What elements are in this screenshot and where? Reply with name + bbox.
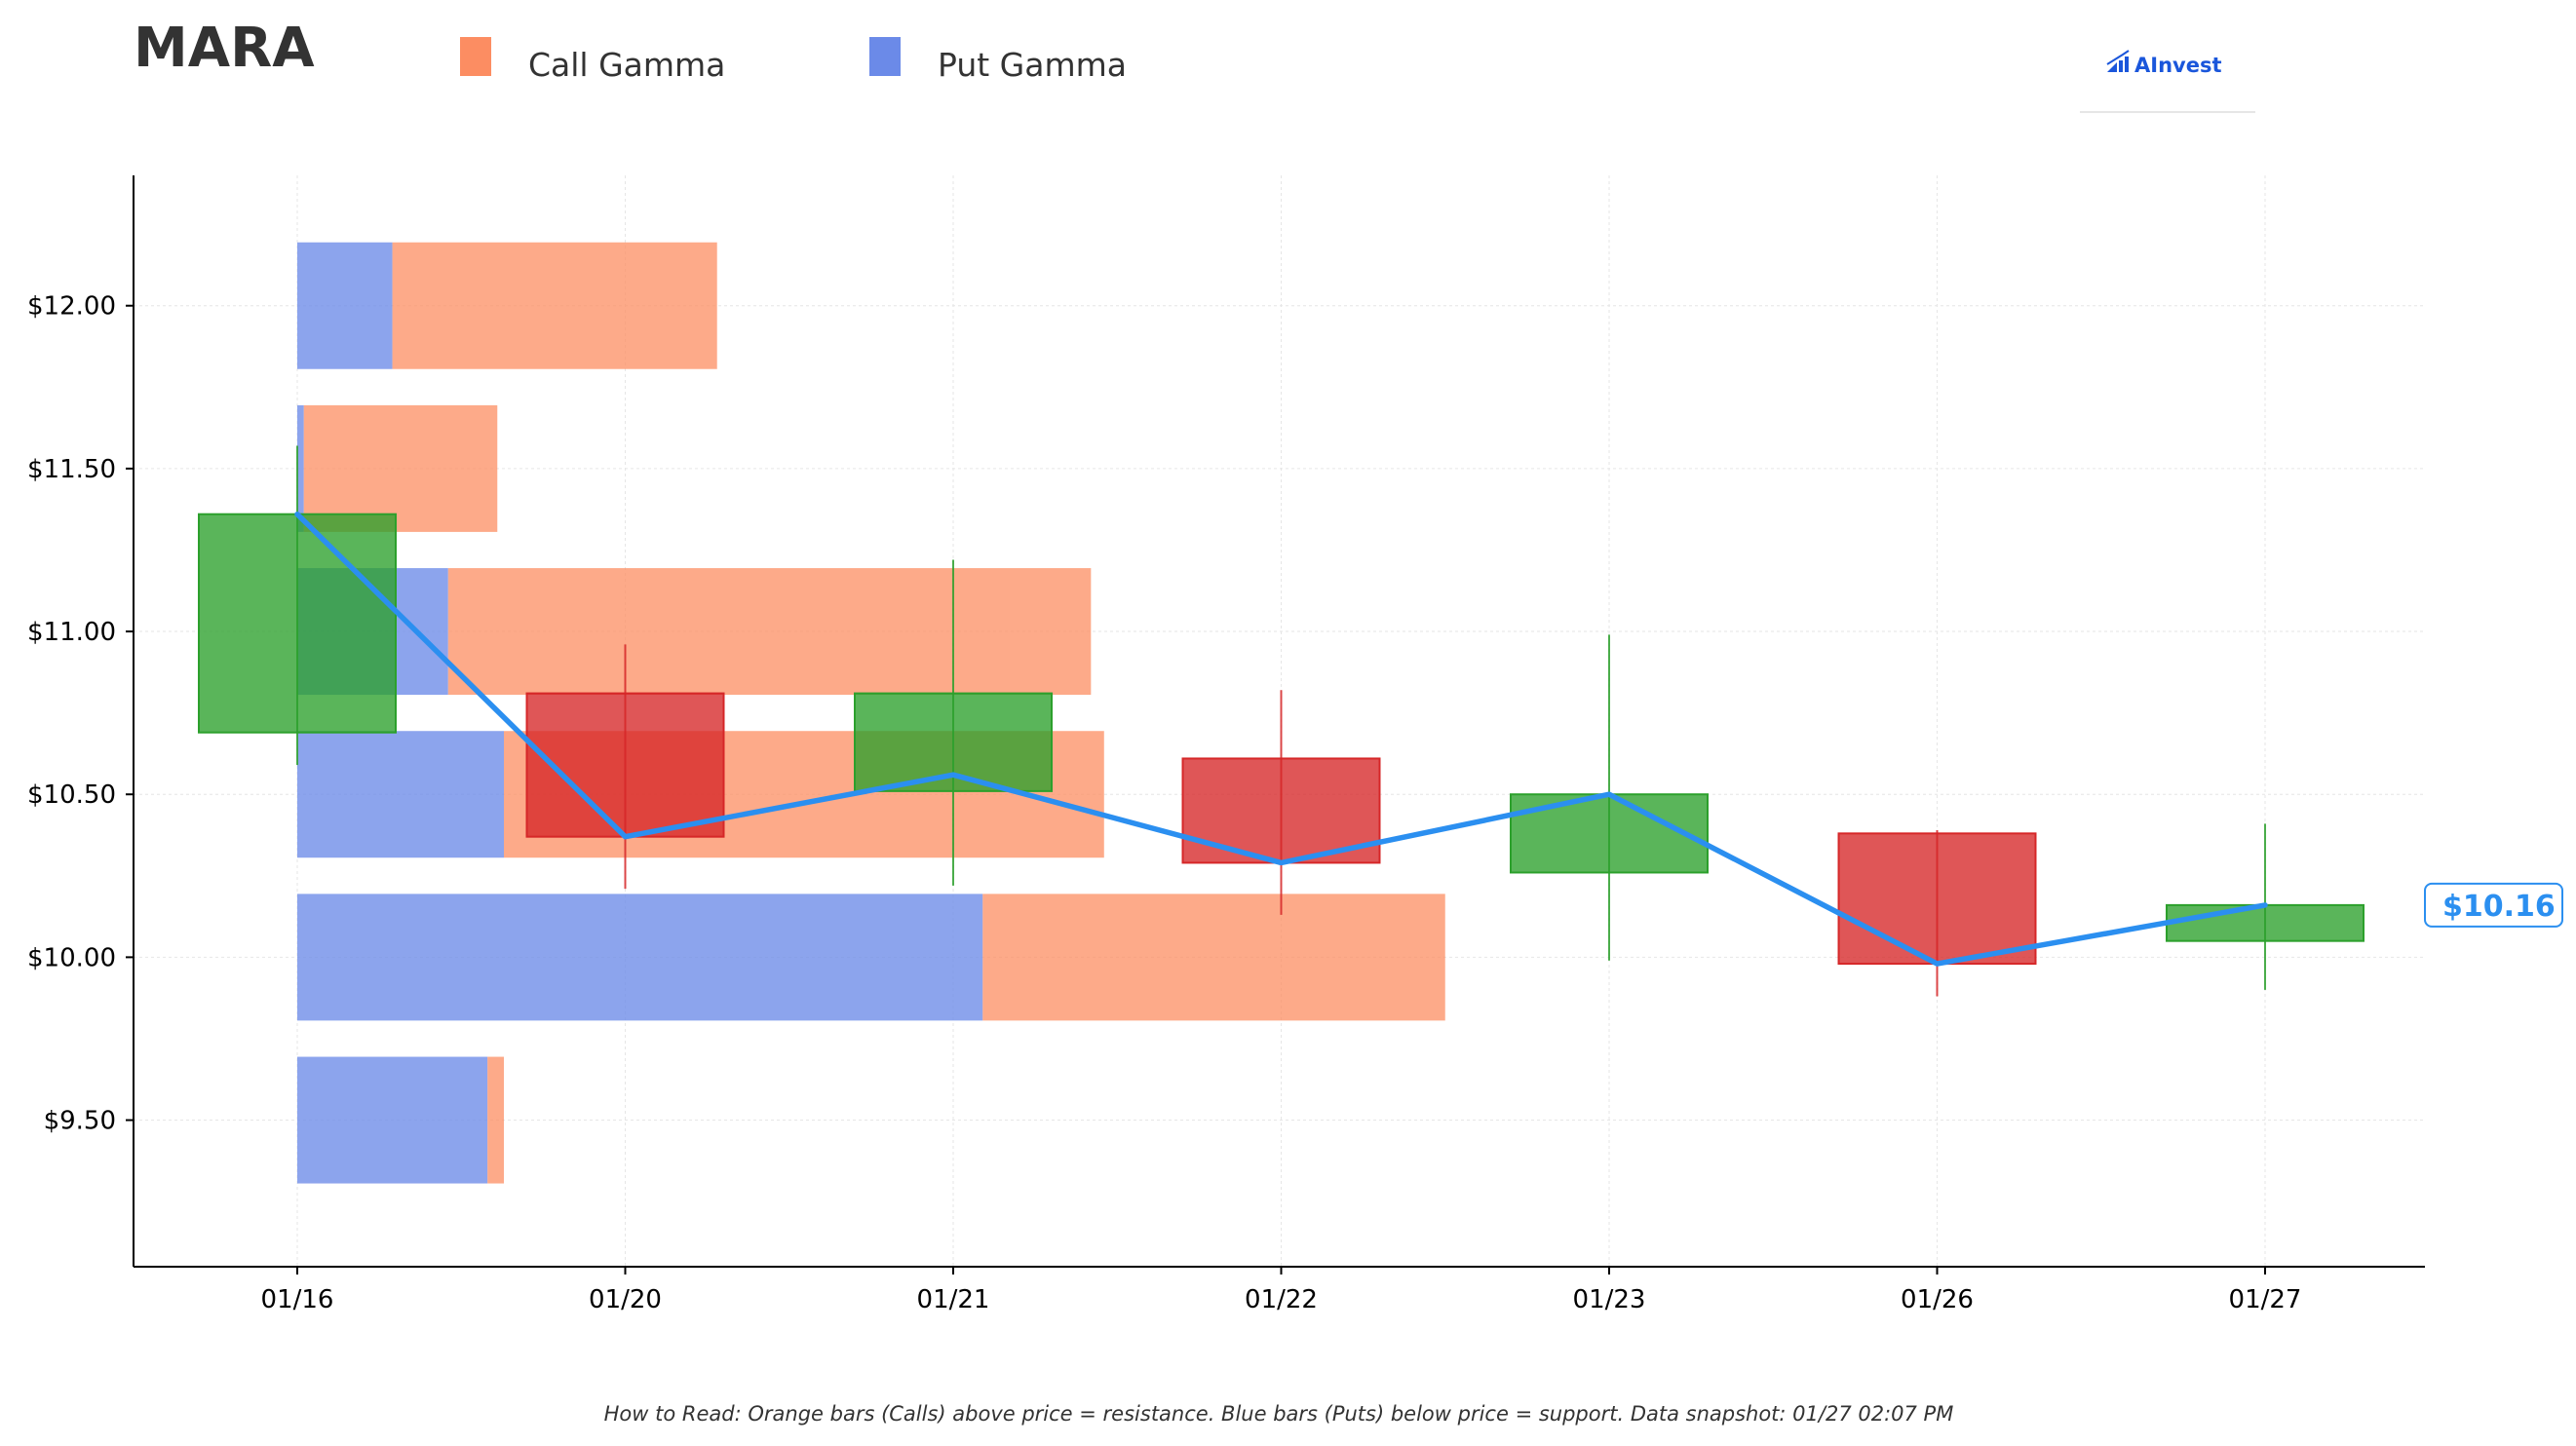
x-tick-label-2: 01/21 [917,1285,990,1314]
put-gamma-bar-3 [297,731,504,858]
gamma-bars [297,242,1445,1184]
legend-label-put: Put Gamma [938,46,1127,84]
chart-title: MARA [134,17,315,80]
put-gamma-bar-1 [297,404,304,532]
axes: $9.50 $10.00 $10.50 $11.00 $11.50 $12.00 01/16… [27,175,2425,1314]
legend-swatch-call [460,37,491,76]
candle-body-0 [198,513,397,734]
last-price-tag: $10.16 [2424,882,2563,928]
x-tick-label-1: 01/20 [589,1285,662,1314]
legend-swatch-put [869,37,901,76]
last-price-label: $10.16 [2442,890,2556,924]
footer-note: How to Read: Orange bars (Calls) above p… [604,1402,1954,1426]
put-gamma-bar-4 [297,894,983,1021]
call-gamma-bar-5 [487,1056,504,1184]
y-tick-label-4: $11.50 [27,455,116,484]
candles [198,445,2365,997]
ainvest-logo: AInvest [2080,50,2255,113]
y-tick-label-0: $9.50 [44,1107,116,1136]
candle-body-5 [1837,832,2037,966]
candle-body-1 [525,692,725,838]
x-tick-label-5: 01/26 [1901,1285,1974,1314]
y-tick-label-2: $10.50 [27,780,116,810]
call-gamma-bar-0 [392,242,717,369]
logo-chart-icon [2106,50,2130,72]
legend-label-call: Call Gamma [528,46,725,84]
call-gamma-bar-2 [447,568,1092,696]
x-tick-label-3: 01/22 [1245,1285,1318,1314]
x-tick-label-6: 01/27 [2229,1285,2302,1314]
candle-body-6 [2166,903,2365,942]
call-gamma-bar-1 [303,404,498,532]
y-tick-label-1: $10.00 [27,943,116,972]
put-gamma-bar-5 [297,1056,488,1184]
x-tick-label-0: 01/16 [261,1285,334,1314]
put-gamma-bar-0 [297,242,393,369]
x-tick-label-4: 01/23 [1573,1285,1646,1314]
y-tick-label-5: $12.00 [27,292,116,322]
call-gamma-bar-4 [982,894,1445,1021]
y-tick-label-3: $11.00 [27,618,116,647]
price-line [294,511,2268,967]
logo-text: AInvest [2134,54,2222,77]
